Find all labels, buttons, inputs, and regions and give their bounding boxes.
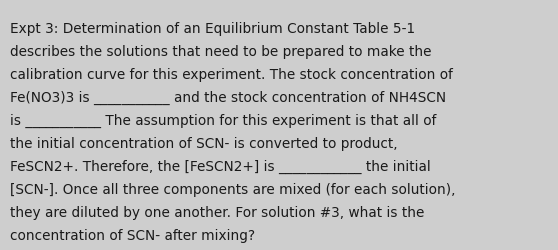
Text: calibration curve for this experiment. The stock concentration of: calibration curve for this experiment. T… — [10, 68, 453, 82]
Text: Fe(NO3)3 is ___________ and the stock concentration of NH4SCN: Fe(NO3)3 is ___________ and the stock co… — [10, 91, 446, 105]
Text: FeSCN2+. Therefore, the [FeSCN2+] is ____________ the initial: FeSCN2+. Therefore, the [FeSCN2+] is ___… — [10, 159, 431, 174]
Text: concentration of SCN- after mixing?: concentration of SCN- after mixing? — [10, 228, 255, 242]
Text: describes the solutions that need to be prepared to make the: describes the solutions that need to be … — [10, 45, 431, 59]
Text: Expt 3: Determination of an Equilibrium Constant Table 5-1: Expt 3: Determination of an Equilibrium … — [10, 22, 415, 36]
Text: [SCN-]. Once all three components are mixed (for each solution),: [SCN-]. Once all three components are mi… — [10, 182, 455, 196]
Text: is ___________ The assumption for this experiment is that all of: is ___________ The assumption for this e… — [10, 114, 436, 128]
Text: they are diluted by one another. For solution #3, what is the: they are diluted by one another. For sol… — [10, 205, 425, 219]
Text: the initial concentration of SCN- is converted to product,: the initial concentration of SCN- is con… — [10, 136, 398, 150]
